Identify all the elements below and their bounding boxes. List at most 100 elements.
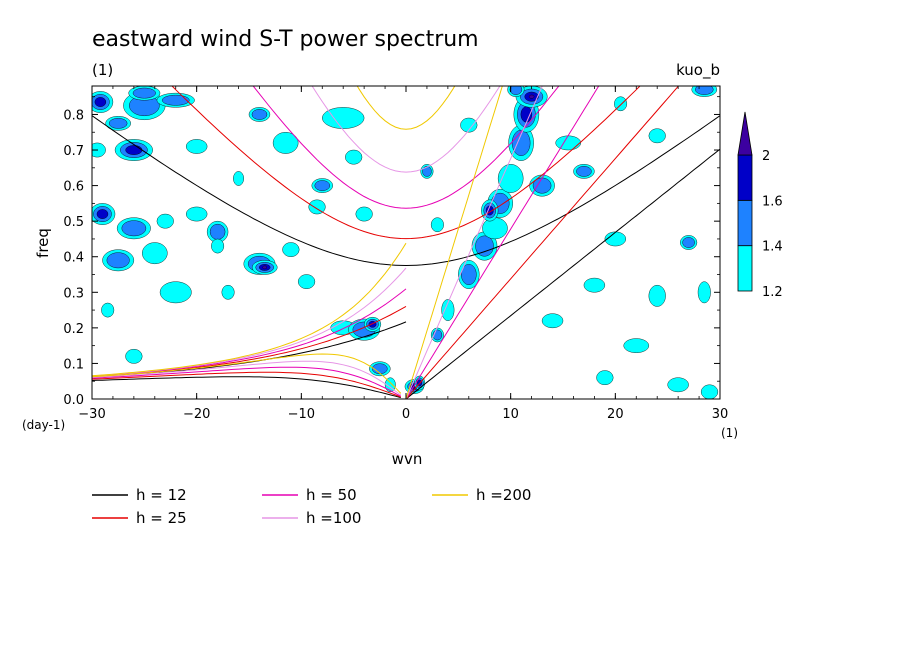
spectrum-contour-patch	[233, 171, 244, 186]
spectrum-contour-patch	[322, 107, 365, 129]
spectrum-contour-patch	[282, 242, 300, 257]
y-tick-label: 0.2	[63, 322, 84, 337]
spectrum-contour-patch	[211, 238, 225, 254]
spectrum-contour-patch	[460, 117, 478, 133]
spectrum-contour-patch	[576, 166, 592, 177]
legend-label: h =200	[476, 486, 531, 504]
chart-subtitle-right: kuo_b	[676, 61, 720, 80]
inertio-gravity-curve	[356, 86, 456, 130]
chart-title: eastward wind S-T power spectrum	[92, 27, 479, 52]
colorbar-label: 1.2	[762, 285, 783, 300]
axis-ticks: −30 −20 −10 0 10 20 30 0.0 0.1 0.2 0.3 0.4 0.5 0.6 0.7…	[63, 86, 728, 422]
spectrum-contour-patch	[108, 118, 128, 129]
colorbar-swatch	[737, 199, 753, 247]
dispersion-curves	[92, 86, 720, 399]
y-axis-unit: (day-1)	[22, 418, 65, 432]
spectrum-contour-patch	[345, 149, 363, 165]
kelvin-wave-curve	[405, 86, 543, 399]
spectrum-contour-patch	[101, 302, 115, 318]
spectrum-contour-patch	[697, 281, 711, 304]
spectrum-contour-patch	[125, 145, 143, 155]
x-tick-label: −10	[288, 407, 315, 422]
kelvin-wave-curve	[405, 86, 503, 399]
kelvin-wave-curve	[405, 86, 600, 399]
y-tick-label: 0.4	[63, 251, 84, 266]
spectrum-contour-patch	[125, 349, 143, 364]
spectrum-contour-patch	[441, 299, 455, 321]
spectrum-contour-patch	[596, 370, 614, 385]
inertio-gravity-curve	[171, 86, 641, 240]
spectrum-contour-patch	[422, 166, 432, 177]
spectrum-contour-patch	[555, 135, 581, 151]
spectrum-contour-patch	[583, 277, 606, 293]
spectrum-contour-patch	[541, 313, 564, 329]
legend-label: h = 12	[136, 486, 187, 504]
kelvin-wave-curve	[405, 86, 680, 399]
spectrum-contour-patch	[251, 109, 268, 120]
rossby-wave-curve	[92, 376, 401, 399]
x-axis-label: wvn	[392, 450, 423, 468]
spectrum-contour-patch	[132, 87, 156, 99]
y-axis-label: freq	[34, 228, 52, 258]
spectrum-contour-patch	[106, 252, 130, 269]
spectrum-contour-patch	[497, 164, 524, 193]
colorbar: 1.2 1.4 1.6 2	[737, 111, 783, 300]
legend-label: h =100	[306, 509, 361, 527]
spectrum-contour-patch	[159, 281, 192, 304]
spectrum-contour-patch	[461, 264, 477, 285]
spectrum-contour-patch	[186, 139, 208, 154]
colorbar-swatch	[737, 154, 753, 201]
spectrum-contour-patch	[482, 217, 508, 240]
mrg-wave-curve	[92, 305, 407, 378]
y-tick-label: 0.5	[63, 215, 84, 230]
spectrum-contour-patch	[262, 265, 267, 270]
y-tick-label: 0.6	[63, 180, 84, 195]
spectrum-contour-patch	[355, 206, 373, 222]
spectrum-contour-patch	[314, 180, 331, 191]
colorbar-swatch	[737, 245, 753, 292]
spectrum-contour-patch	[682, 237, 695, 248]
y-tick-label: 0.0	[63, 393, 84, 408]
spectrum-contour-patch	[604, 231, 626, 247]
spectrum-contour-patch	[528, 94, 535, 99]
y-tick-label: 0.8	[63, 108, 84, 123]
spectrum-contour-patch	[372, 363, 388, 375]
rossby-wave-curve	[92, 353, 402, 394]
kelvin-wave-curve	[405, 148, 720, 399]
rossby-wave-curve	[92, 360, 402, 396]
legend: h = 12 h = 25 h = 50 h =100 h =200	[92, 486, 531, 527]
rossby-wave-curve	[92, 371, 401, 398]
spectrum-contour-patch	[695, 86, 714, 95]
x-axis-unit: (1)	[721, 426, 738, 440]
spectrum-contour-patch	[509, 86, 523, 95]
inertio-gravity-curve	[252, 86, 560, 209]
x-tick-label: 30	[712, 407, 729, 422]
spectrum-contour-patch	[648, 284, 666, 307]
spectrum-contour-patch	[96, 209, 109, 219]
y-tick-label: 0.3	[63, 286, 84, 301]
mrg-wave-curve	[92, 242, 407, 377]
spectrum-contour-patch	[161, 94, 190, 106]
legend-label: h = 50	[306, 486, 357, 504]
spectrum-contour-patch	[209, 223, 226, 240]
spectrum-contour-patch	[92, 142, 106, 158]
y-tick-label: 0.1	[63, 357, 84, 372]
spectrum-contour-patch	[667, 377, 689, 393]
rossby-wave-curve	[92, 366, 402, 397]
x-tick-label: −20	[183, 407, 210, 422]
spectrum-contour-patch	[700, 384, 719, 399]
chart-subtitle-left: (1)	[92, 61, 113, 79]
inertio-gravity-curve	[311, 86, 501, 173]
spectrum-contour-patch	[308, 199, 326, 215]
legend-label: h = 25	[136, 509, 187, 527]
spectrum-contour-patch	[186, 206, 208, 222]
spectrum-contours	[92, 86, 719, 399]
spectrum-contour-patch	[156, 213, 174, 229]
x-tick-label: −30	[78, 407, 105, 422]
colorbar-label: 1.4	[762, 240, 783, 255]
x-tick-label: 10	[502, 407, 519, 422]
x-tick-label: 20	[607, 407, 624, 422]
y-tick-label: 0.7	[63, 144, 84, 159]
spectrum-contour-patch	[94, 97, 107, 107]
colorbar-extension	[737, 111, 753, 156]
